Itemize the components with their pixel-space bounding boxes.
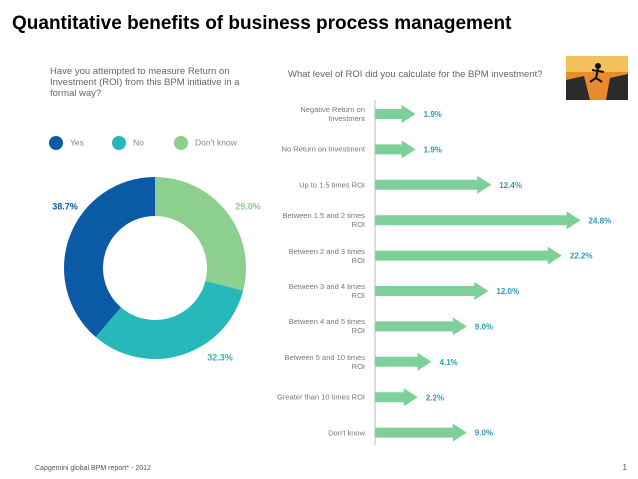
value-label: 38.7% [52, 201, 78, 211]
arrow-bar [375, 282, 489, 300]
arrow-bar [375, 388, 418, 407]
category-label: Don't know [328, 428, 365, 438]
clipart [566, 56, 628, 100]
arrow-bar [375, 105, 416, 123]
category-label: Between 3 and 4 times ROI [288, 282, 365, 300]
category-label: Between 5 and 10 times ROI [284, 352, 365, 371]
category-label: Between 1.5 and 2 times ROI [282, 211, 365, 230]
value-label: 9.0% [475, 429, 493, 438]
category-label: Negative Return on Investment [300, 105, 365, 123]
legend-swatch [49, 136, 63, 150]
arrow-bar [375, 175, 492, 194]
arrow-bar [375, 317, 467, 336]
slide-title: Quantitative benefits of business proces… [12, 13, 512, 34]
value-label: 12.0% [496, 287, 519, 296]
arrow-bar [375, 246, 562, 265]
bar-title: What level of ROI did you calculate for … [288, 69, 543, 80]
arrow-bar [375, 423, 467, 442]
value-label: 22.2% [570, 252, 593, 261]
arrow-bar [375, 352, 432, 371]
value-label: 24.8% [589, 216, 612, 225]
donut-segment [95, 280, 244, 359]
category-label: Up to 1.5 times ROI [299, 180, 365, 190]
legend-swatch [112, 136, 126, 150]
donut-title: Have you attempted to measure Return on … [50, 66, 240, 99]
legend-label: No [133, 137, 144, 147]
value-label: 1.9% [424, 110, 442, 119]
legend-swatch [174, 136, 188, 150]
arrow-bar [375, 140, 416, 159]
legend-label: Don't know [195, 137, 238, 147]
value-label: 9.0% [475, 323, 493, 332]
value-label: 29.0% [235, 201, 261, 211]
value-label: 32.3% [207, 352, 233, 362]
category-label: No Return on Investment [281, 144, 365, 154]
page-number: 1 [623, 463, 628, 472]
donut-segment [64, 177, 155, 338]
footer: Capgemini global BPM report* - 2012 [35, 465, 151, 472]
category-label: Greater than 10 times ROI [277, 392, 365, 402]
category-label: Between 4 and 5 times ROI [288, 317, 365, 336]
value-label: 4.1% [440, 358, 458, 367]
arrow-bar [375, 211, 581, 230]
value-label: 1.9% [424, 146, 442, 155]
legend-label: Yes [70, 137, 84, 147]
donut-segment [155, 177, 247, 291]
category-label: Between 2 and 3 times ROI [288, 246, 365, 265]
value-label: 2.2% [426, 393, 444, 402]
value-label: 12.4% [499, 181, 522, 190]
